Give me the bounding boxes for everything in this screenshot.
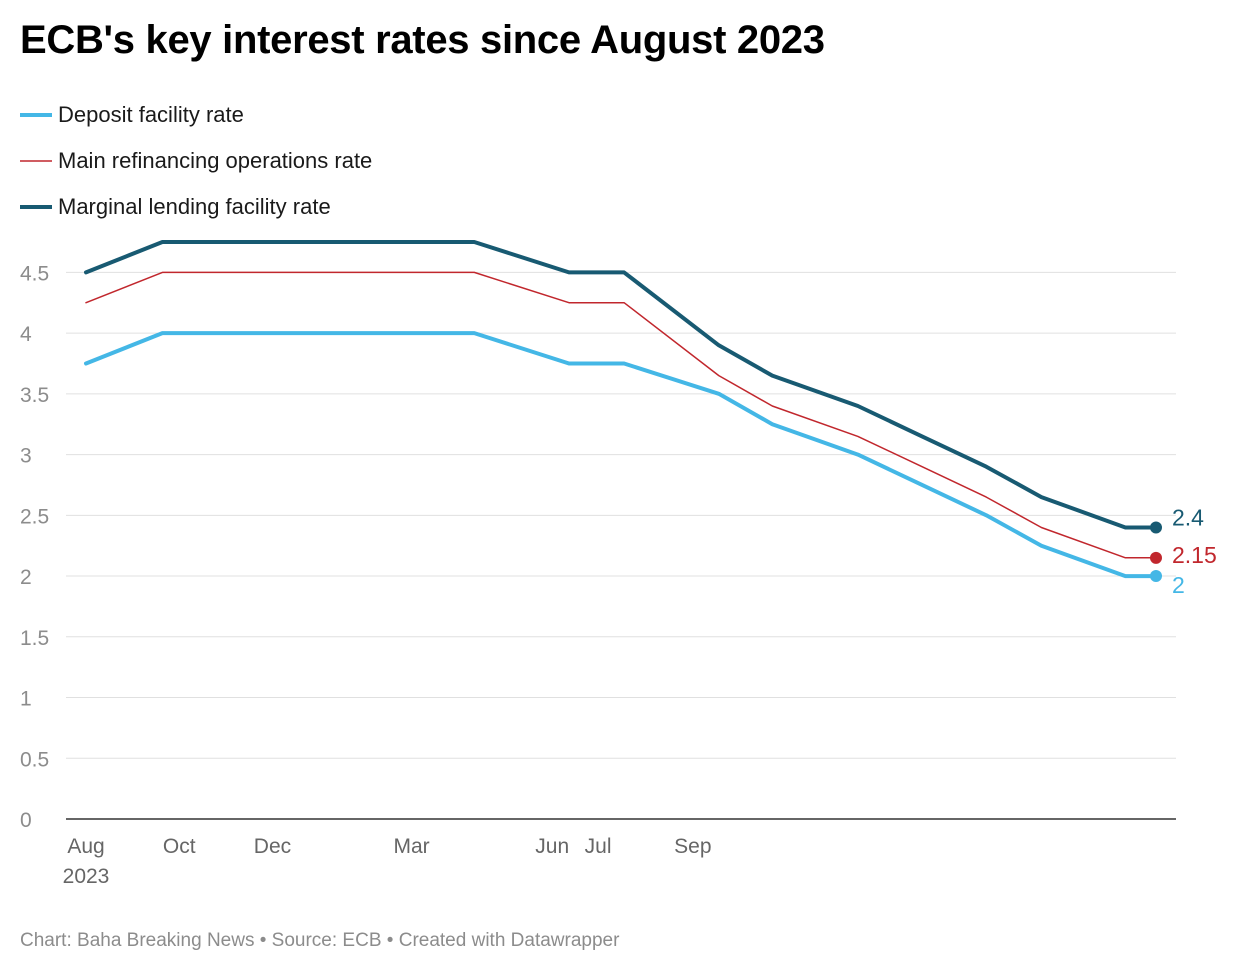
y-tick-label: 3	[20, 445, 32, 468]
footer: Chart: Baha Breaking News • Source: ECB …	[20, 930, 619, 952]
x-tick-label: Aug	[67, 835, 104, 858]
created-with-text: Created with Datawrapper	[398, 930, 620, 951]
x-tick-label: Mar	[393, 835, 429, 858]
legend-swatch-deposit	[20, 113, 52, 117]
x-tick-sublabel: 2023	[63, 865, 110, 888]
legend-item-main: Main refinancing operations rate	[20, 138, 372, 184]
chart-credit: Chart: Baha Breaking News	[20, 930, 255, 951]
end-label-marginal: 2.4	[1172, 504, 1204, 530]
y-tick-label: 1	[20, 688, 32, 711]
footer-separator: •	[386, 930, 394, 951]
x-tick-label: Jul	[585, 835, 612, 858]
legend-label-deposit: Deposit facility rate	[58, 102, 244, 127]
end-dot-deposit	[1150, 570, 1162, 583]
y-tick-label: 4.5	[20, 262, 49, 285]
x-tick-label: Jun	[535, 835, 569, 858]
x-tick-label: Oct	[163, 835, 196, 858]
legend-item-marginal: Marginal lending facility rate	[20, 184, 372, 230]
end-dot-marginal	[1150, 521, 1162, 534]
legend-swatch-main	[20, 160, 52, 162]
y-tick-label: 1.5	[20, 627, 49, 650]
end-label-deposit: 2	[1172, 572, 1185, 598]
x-tick-label: Dec	[254, 835, 291, 858]
chart-title: ECB's key interest rates since August 20…	[20, 18, 825, 62]
legend-label-marginal: Marginal lending facility rate	[58, 194, 331, 219]
y-tick-label: 3.5	[20, 384, 49, 407]
end-label-main: 2.15	[1172, 542, 1217, 568]
legend-swatch-marginal	[20, 205, 52, 209]
y-tick-label: 4	[20, 323, 32, 346]
y-tick-label: 2	[20, 566, 32, 589]
legend: Deposit facility rate Main refinancing o…	[20, 92, 372, 230]
series-line-main	[85, 271, 1157, 559]
source-text: Source: ECB	[271, 930, 382, 951]
y-tick-label: 2.5	[20, 505, 49, 528]
x-tick-label: Sep	[674, 835, 711, 858]
series-line-deposit	[84, 331, 1158, 579]
end-dot-main	[1150, 551, 1162, 564]
series-line-marginal	[84, 240, 1158, 530]
y-tick-label: 0	[20, 809, 32, 832]
footer-separator: •	[259, 930, 267, 951]
legend-label-main: Main refinancing operations rate	[58, 148, 373, 173]
y-tick-label: 0.5	[20, 748, 49, 771]
legend-item-deposit: Deposit facility rate	[20, 92, 372, 138]
